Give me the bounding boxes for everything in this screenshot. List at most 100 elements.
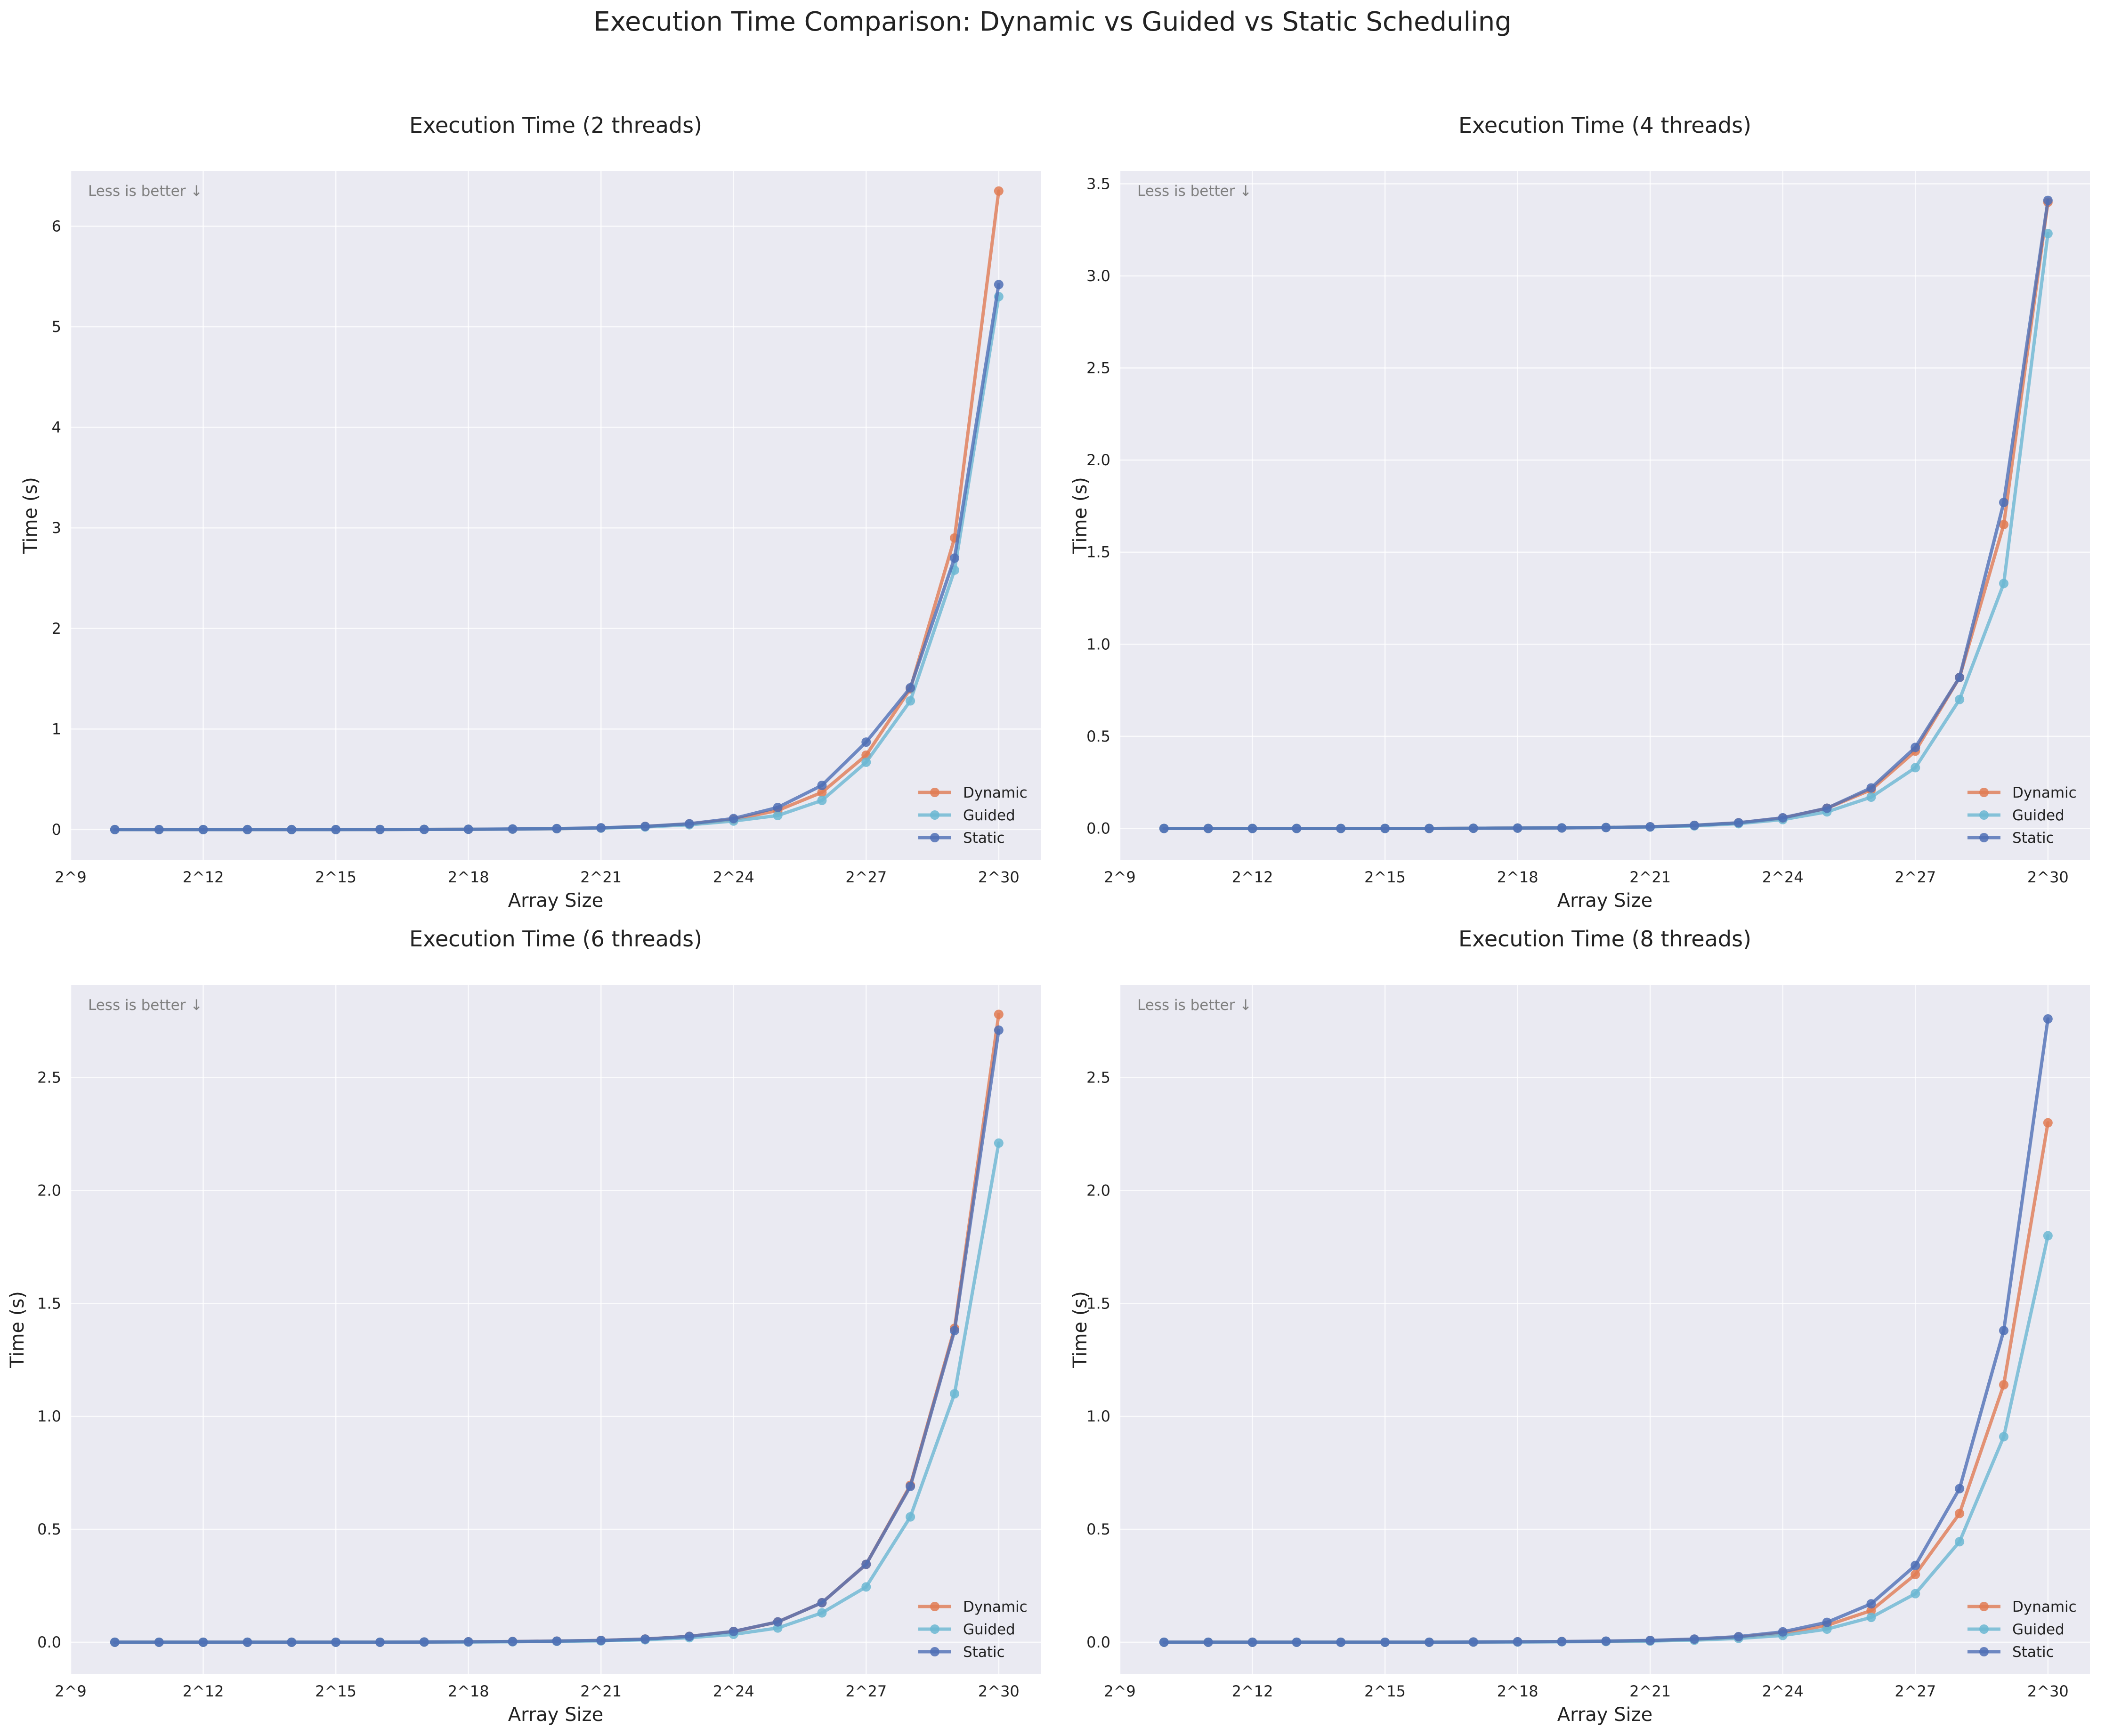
x-tick-label: 2^30 <box>978 1682 1020 1700</box>
data-point-static <box>110 1637 120 1647</box>
legend-marker-dynamic <box>1979 788 1989 797</box>
y-tick-label: 2.5 <box>1086 359 1110 377</box>
data-point-static <box>1955 672 1965 682</box>
data-point-static <box>1203 824 1213 833</box>
data-point-guided <box>1822 1624 1832 1634</box>
data-point-dynamic <box>2043 1118 2053 1128</box>
x-tick-label: 2^15 <box>315 868 356 886</box>
data-point-static <box>552 824 562 833</box>
data-point-static <box>949 553 959 563</box>
legend-label-dynamic: Dynamic <box>2012 1599 2077 1615</box>
x-tick-label: 2^12 <box>1232 1682 1273 1700</box>
legend-marker-guided <box>930 810 939 820</box>
annotation-less-is-better: Less is better ↓ <box>1137 997 1252 1014</box>
legend-marker-dynamic <box>930 788 939 797</box>
y-tick-label: 0.5 <box>1086 1520 1110 1538</box>
data-point-static <box>640 1634 650 1644</box>
annotation-less-is-better: Less is better ↓ <box>1137 183 1252 200</box>
chart-panel-1: Execution Time (2 threads) 0 1 2 3 4 5 6 2^9 2^12… <box>20 113 1041 912</box>
x-tick-label: 2^15 <box>1364 1682 1406 1700</box>
y-tick-label: 4 <box>52 419 61 436</box>
y-tick-label: 0.5 <box>37 1520 61 1538</box>
data-point-static <box>1601 1636 1611 1646</box>
data-point-static <box>1999 498 2008 508</box>
legend-marker-guided <box>930 1624 939 1634</box>
data-point-static <box>1778 1627 1788 1637</box>
data-point-guided <box>817 795 827 805</box>
chart-panel-4: Execution Time (8 threads) 0.0 0.5 1.0 1.5 2.… <box>1069 926 2090 1726</box>
data-point-static <box>198 824 208 834</box>
legend-marker-static <box>930 1647 939 1656</box>
data-point-static <box>1690 820 1700 830</box>
data-point-static <box>1203 1637 1213 1647</box>
x-tick-label: 2^24 <box>713 868 754 886</box>
y-tick-label: 1.0 <box>37 1407 61 1425</box>
legend: Dynamic Guided Static <box>1967 1599 2077 1661</box>
data-point-guided <box>1911 1589 1920 1599</box>
legend-label-guided: Guided <box>963 1621 1015 1638</box>
data-point-static <box>994 1025 1004 1035</box>
x-tick-label: 2^21 <box>580 868 622 886</box>
data-point-static <box>729 814 738 824</box>
data-point-static <box>1557 1637 1567 1647</box>
y-tick-label: 1.5 <box>1086 1294 1110 1312</box>
data-point-static <box>1690 1634 1700 1644</box>
x-tick-label: 2^15 <box>315 1682 356 1700</box>
legend-marker-dynamic <box>1979 1602 1989 1611</box>
data-point-guided <box>1911 763 1920 773</box>
data-point-static <box>1159 1637 1169 1647</box>
legend-label-dynamic: Dynamic <box>963 784 1028 801</box>
x-tick-label: 2^27 <box>1894 1682 1936 1700</box>
data-point-static <box>419 824 429 834</box>
data-point-guided <box>1999 579 2008 589</box>
data-point-static <box>1733 1631 1743 1641</box>
data-point-static <box>154 824 164 834</box>
data-point-static <box>640 822 650 832</box>
data-point-static <box>154 1637 164 1647</box>
x-axis-label: Array Size <box>1557 890 1653 912</box>
y-tick-label: 3.5 <box>1086 175 1110 193</box>
x-tick-label: 2^24 <box>713 1682 754 1700</box>
x-tick-label: 2^18 <box>448 1682 489 1700</box>
y-tick-label: 2.5 <box>37 1069 61 1087</box>
data-point-static <box>287 1637 297 1647</box>
data-point-static <box>596 823 606 833</box>
data-point-static <box>1380 1637 1390 1647</box>
legend-label-static: Static <box>963 1644 1005 1661</box>
legend-label-guided: Guided <box>2012 807 2065 824</box>
chart-panel-3: Execution Time (6 threads) 0.0 0.5 1.0 1.5 2.… <box>7 926 1041 1726</box>
x-tick-label: 2^27 <box>1894 868 1936 886</box>
data-point-static <box>684 819 694 829</box>
data-point-static <box>375 1637 385 1647</box>
data-point-static <box>773 802 783 812</box>
data-point-static <box>729 1626 738 1636</box>
legend-label-static: Static <box>2012 830 2054 847</box>
data-point-static <box>1911 743 1920 752</box>
data-point-static <box>2043 195 2053 205</box>
annotation-less-is-better: Less is better ↓ <box>88 183 202 200</box>
data-point-static <box>2043 1014 2053 1024</box>
data-point-static <box>508 1637 518 1647</box>
data-point-dynamic <box>994 186 1004 196</box>
data-point-static <box>1645 822 1655 832</box>
chart-title: Execution Time (4 threads) <box>1458 113 1751 138</box>
x-axis-label: Array Size <box>1557 1704 1653 1726</box>
y-tick-label: 2.0 <box>1086 451 1110 469</box>
data-point-guided <box>1866 792 1876 802</box>
legend-marker-static <box>1979 833 1989 842</box>
data-point-dynamic <box>1999 520 2008 530</box>
data-point-static <box>906 1481 915 1491</box>
chart-title: Execution Time (2 threads) <box>409 113 702 138</box>
data-point-static <box>243 824 252 834</box>
data-point-static <box>110 824 120 834</box>
y-tick-label: 2.0 <box>1086 1182 1110 1200</box>
y-axis-label: Time (s) <box>7 1291 28 1368</box>
legend: Dynamic Guided Static <box>918 784 1028 847</box>
plot-area <box>1120 985 2090 1674</box>
y-tick-label: 1.5 <box>37 1294 61 1312</box>
y-tick-label: 0.0 <box>37 1633 61 1651</box>
data-point-static <box>861 737 871 747</box>
data-point-static <box>1513 1637 1522 1647</box>
x-tick-label: 2^12 <box>1232 868 1273 886</box>
data-point-static <box>1292 824 1302 833</box>
